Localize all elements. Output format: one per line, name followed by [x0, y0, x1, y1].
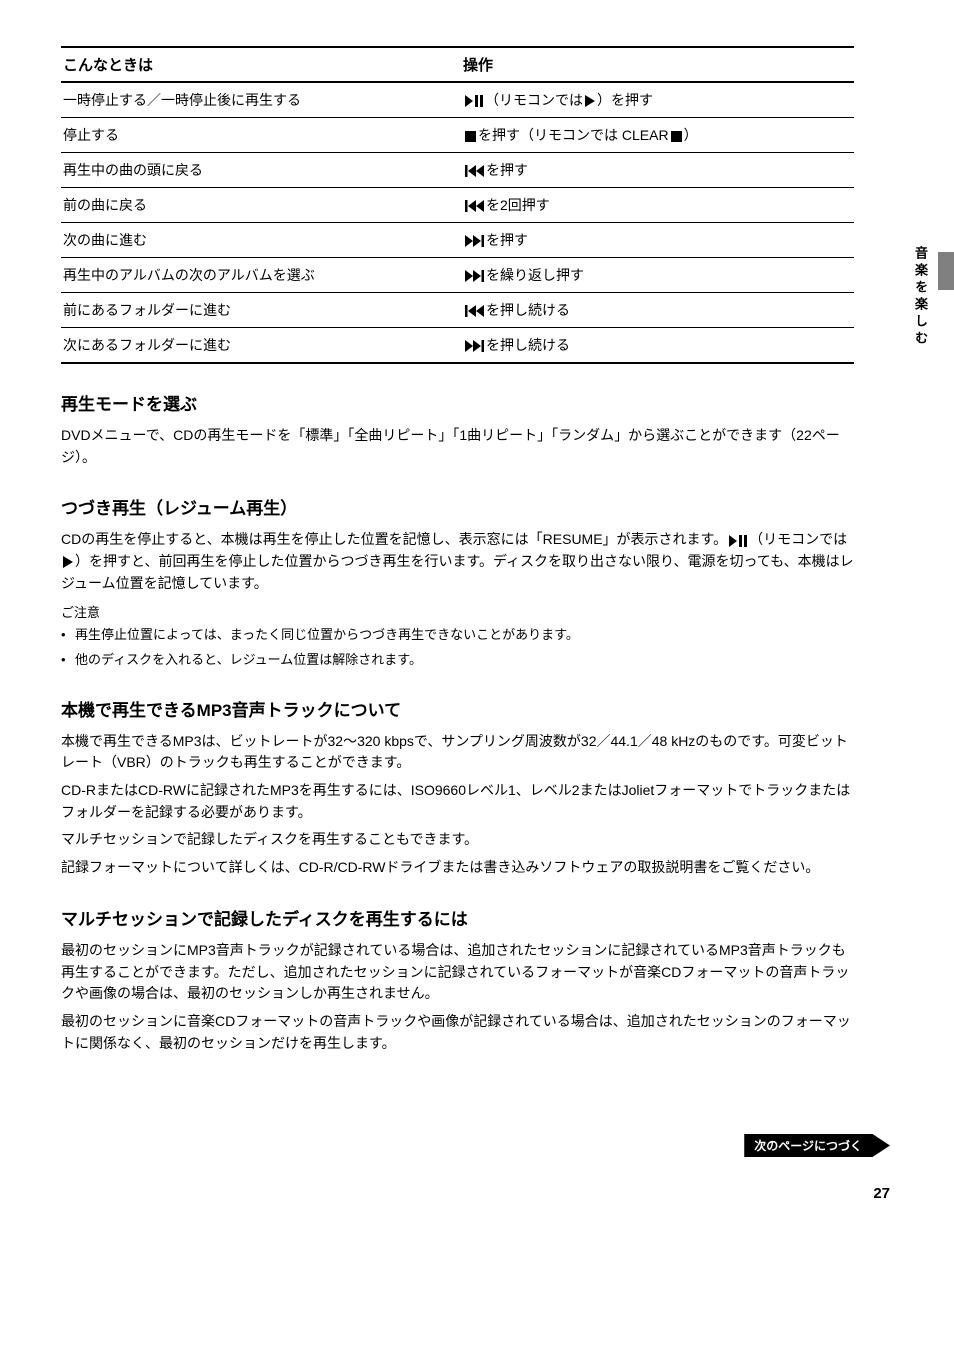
play-pause-icon — [465, 95, 483, 107]
table-cell-situation: 再生中のアルバムの次のアルバムを選ぶ — [61, 258, 461, 293]
side-tab — [938, 252, 954, 290]
section-title: マルチセッションで記録したディスクを再生するには — [61, 905, 854, 930]
table-row: 再生中の曲の頭に戻るを押す — [61, 153, 854, 188]
table-cell-operation: を押し続ける — [461, 293, 854, 328]
section-title: つづき再生（レジューム再生） — [61, 494, 854, 519]
notes-list: 再生停止位置によっては、まったく同じ位置からつづき再生できないことがあります。他… — [61, 625, 854, 669]
next-page-badge: 次のページにつづく — [744, 1134, 890, 1157]
table-cell-operation: を繰り返し押す — [461, 258, 854, 293]
section-body: DVDメニューで、CDの再生モードを「標準」「全曲リピート」「1曲リピート」「ラ… — [61, 425, 854, 468]
section-body: 最初のセッションにMP3音声トラックが記録されている場合は、追加されたセッション… — [61, 940, 854, 1054]
page-content: こんなときは 操作 一時停止する／一時停止後に再生する（リモコンでは）を押す停止… — [61, 46, 854, 1060]
page-footer: 次のページにつづく — [744, 1134, 890, 1157]
table-row: 次にあるフォルダーに進むを押し続ける — [61, 328, 854, 364]
table-cell-operation: を押す — [461, 153, 854, 188]
table-cell-situation: 前にあるフォルダーに進む — [61, 293, 461, 328]
table-row: 一時停止する／一時停止後に再生する（リモコンでは）を押す — [61, 82, 854, 118]
section: つづき再生（レジューム再生） CDの再生を停止すると、本機は再生を停止した位置を記… — [61, 494, 854, 669]
section-body: CDの再生を停止すると、本機は再生を停止した位置を記憶し、表示窓には「RESUM… — [61, 529, 854, 594]
table-cell-situation: 次にあるフォルダーに進む — [61, 328, 461, 364]
notes-label: ご注意 — [61, 602, 854, 621]
table-row: 停止するを押す（リモコンでは CLEAR） — [61, 118, 854, 153]
table-cell-operation: を押し続ける — [461, 328, 854, 364]
section-title: 再生モードを選ぶ — [61, 390, 854, 415]
page-number: 27 — [873, 1185, 890, 1202]
next-icon — [465, 235, 484, 247]
operations-table: こんなときは 操作 一時停止する／一時停止後に再生する（リモコンでは）を押す停止… — [61, 46, 854, 364]
list-item: 再生停止位置によっては、まったく同じ位置からつづき再生できないことがあります。 — [61, 625, 854, 645]
table-header-situation: こんなときは — [61, 47, 461, 82]
table-cell-operation: を2回押す — [461, 188, 854, 223]
table-row: 前にあるフォルダーに進むを押し続ける — [61, 293, 854, 328]
table-cell-situation: 停止する — [61, 118, 461, 153]
table-row: 再生中のアルバムの次のアルバムを選ぶを繰り返し押す — [61, 258, 854, 293]
prev-icon — [465, 200, 484, 212]
play-pause-icon — [729, 535, 747, 547]
prev-icon — [465, 165, 484, 177]
section: 再生モードを選ぶ DVDメニューで、CDの再生モードを「標準」「全曲リピート」「1… — [61, 390, 854, 468]
list-item: 他のディスクを入れると、レジューム位置は解除されます。 — [61, 650, 854, 670]
stop-icon — [671, 131, 682, 142]
table-row: 次の曲に進むを押す — [61, 223, 854, 258]
play-icon — [63, 556, 73, 568]
table-cell-situation: 再生中の曲の頭に戻る — [61, 153, 461, 188]
section: マルチセッションで記録したディスクを再生するには最初のセッションにMP3音声トラ… — [61, 905, 854, 1054]
next-icon — [465, 270, 484, 282]
table-cell-operation: を押す（リモコンでは CLEAR） — [461, 118, 854, 153]
table-row: 前の曲に戻るを2回押す — [61, 188, 854, 223]
stop-icon — [465, 131, 476, 142]
play-icon — [585, 95, 595, 107]
section-body: 本機で再生できるMP3は、ビットレートが32～320 kbpsで、サンプリング周… — [61, 731, 854, 879]
prev-icon — [465, 305, 484, 317]
table-cell-situation: 前の曲に戻る — [61, 188, 461, 223]
side-section-label: 音楽を楽しむ — [911, 246, 930, 348]
table-cell-situation: 次の曲に進む — [61, 223, 461, 258]
section: 本機で再生できるMP3音声トラックについて本機で再生できるMP3は、ビットレート… — [61, 696, 854, 879]
table-header-operation: 操作 — [461, 47, 854, 82]
table-cell-situation: 一時停止する／一時停止後に再生する — [61, 82, 461, 118]
section-title: 本機で再生できるMP3音声トラックについて — [61, 696, 854, 721]
next-icon — [465, 340, 484, 352]
table-cell-operation: （リモコンでは）を押す — [461, 82, 854, 118]
table-cell-operation: を押す — [461, 223, 854, 258]
